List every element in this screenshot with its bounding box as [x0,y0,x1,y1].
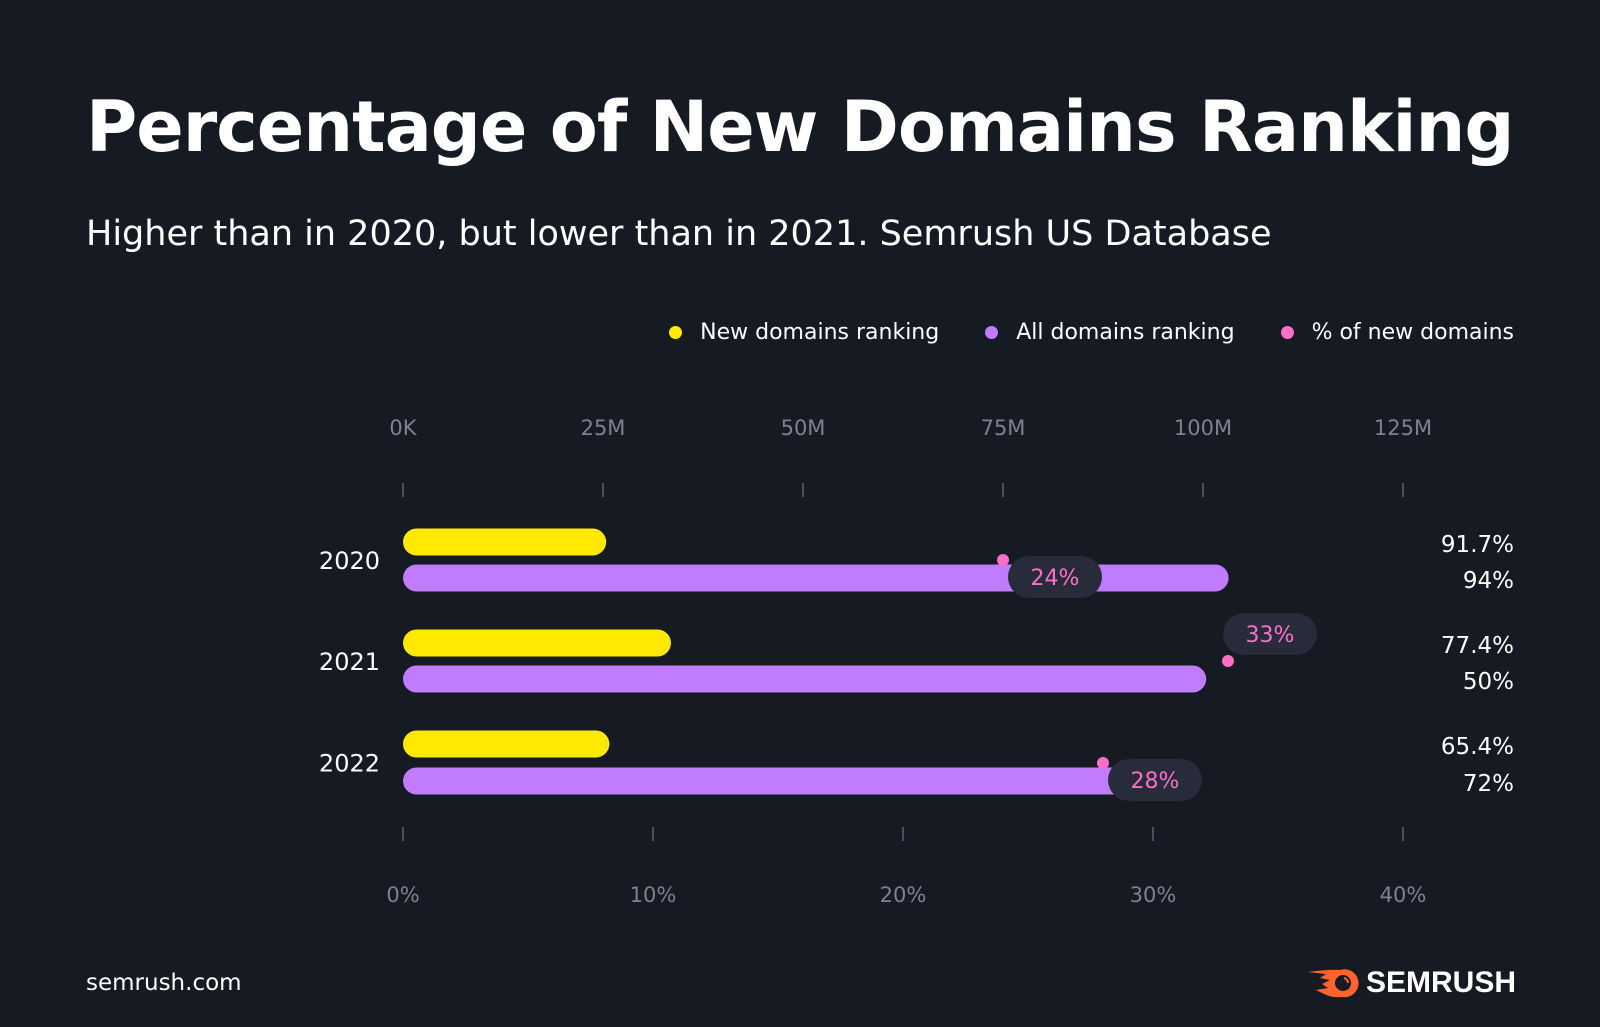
right-label-bottom: 72% [1463,771,1514,797]
top-axis-tick-label: 100M [1174,416,1232,440]
chart-title: Percentage of New Domains Ranking [86,86,1514,168]
source-label: semrush.com [86,970,242,996]
right-label-bottom: 50% [1463,669,1514,695]
pct-badge [1108,759,1202,801]
pct-badge [1008,556,1102,598]
top-axis-tick-label: 25M [581,416,626,440]
legend-item-pct: % of new domains [1280,320,1514,345]
bottom-axis-tick-label: 10% [630,883,677,907]
pct-point [1097,757,1109,769]
pct-badge [1223,613,1317,655]
right-label-top: 65.4% [1441,734,1514,760]
chart-subtitle: Higher than in 2020, but lower than in 2… [86,214,1272,254]
legend-item-new: New domains ranking [669,320,939,345]
legend-label: All domains ranking [1016,320,1235,345]
bar-all-domains [403,564,1229,592]
top-axis-tick-label: 125M [1374,416,1432,440]
bottom-axis-tick-label: 20% [880,883,927,907]
right-label-top: 77.4% [1441,633,1514,659]
bottom-axis-tick-label: 40% [1380,883,1427,907]
right-label-top: 91.7% [1441,532,1514,558]
fireball-icon [1307,969,1359,998]
brand-name: SEMRUSH [1365,966,1516,999]
legend-dot-icon [669,326,683,339]
legend-dot-icon [985,326,999,339]
top-axis-tick-label: 0K [389,416,417,440]
legend: New domains ranking All domains ranking … [669,320,1514,345]
pct-point [997,554,1009,566]
bar-new-domains [403,528,607,556]
bar-new-domains [403,629,671,657]
bar-all-domains [403,767,1128,795]
right-label-bottom: 94% [1463,568,1514,594]
bar-all-domains [403,665,1207,693]
bar-new-domains [403,730,610,758]
legend-label: % of new domains [1311,320,1514,345]
bottom-axis-tick-label: 0% [386,883,419,907]
pct-label: 33% [1246,623,1295,648]
bottom-axis-tick-label: 30% [1130,883,1177,907]
category-label: 2022 [319,750,380,778]
legend-item-all: All domains ranking [985,320,1235,345]
pct-point [1222,655,1234,667]
category-label: 2020 [319,547,380,575]
pct-label: 24% [1031,566,1080,591]
legend-dot-icon [1280,326,1294,339]
semrush-logo: SEMRUSH [1306,966,1516,1000]
top-axis-tick-label: 75M [981,416,1026,440]
top-axis-tick-label: 50M [781,416,826,440]
legend-label: New domains ranking [700,320,940,345]
pct-label: 28% [1131,769,1180,794]
category-label: 2021 [319,648,380,676]
